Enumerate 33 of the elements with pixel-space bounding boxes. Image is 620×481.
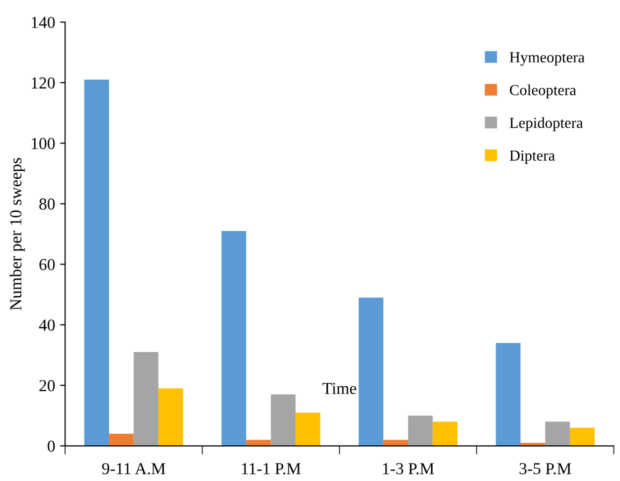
bar (545, 422, 570, 446)
bar (358, 298, 384, 446)
y-tick-label: 40 (39, 320, 55, 331)
bar (134, 352, 158, 446)
bar (221, 230, 246, 446)
bar (84, 80, 109, 446)
x-tick-label: 11-1 P.M (242, 463, 301, 474)
y-axis-title: Number per 10 sweeps (10, 158, 25, 310)
y-tick-label: 60 (39, 258, 55, 270)
y-tick-label: 20 (39, 380, 55, 392)
y-tick-label: 0 (48, 440, 55, 452)
bar (296, 412, 320, 446)
y-tick-label: 140 (32, 16, 55, 28)
bar (408, 416, 433, 446)
y-tick-label: 120 (32, 77, 55, 89)
legend-label: Hymeoptera (510, 52, 585, 66)
bar (570, 428, 595, 446)
legend-label: Diptera (510, 150, 555, 164)
y-tick-label: 80 (39, 198, 55, 210)
bar (158, 388, 184, 446)
bar (270, 394, 296, 446)
y-tick-label: 100 (32, 138, 55, 150)
bar (383, 440, 408, 446)
x-tick-label: 1-3 P.M (383, 463, 434, 474)
legend-label: Lepidoptera (510, 117, 583, 132)
bar (108, 434, 134, 446)
x-axis-title: Time (322, 382, 356, 394)
bar (432, 422, 458, 446)
legend-label: Coleoptera (510, 84, 576, 98)
bar (246, 440, 271, 446)
bar (496, 342, 521, 446)
x-tick-label: 3-5 P.M (520, 463, 572, 474)
x-tick-label: 9-11 A.M (102, 463, 166, 474)
